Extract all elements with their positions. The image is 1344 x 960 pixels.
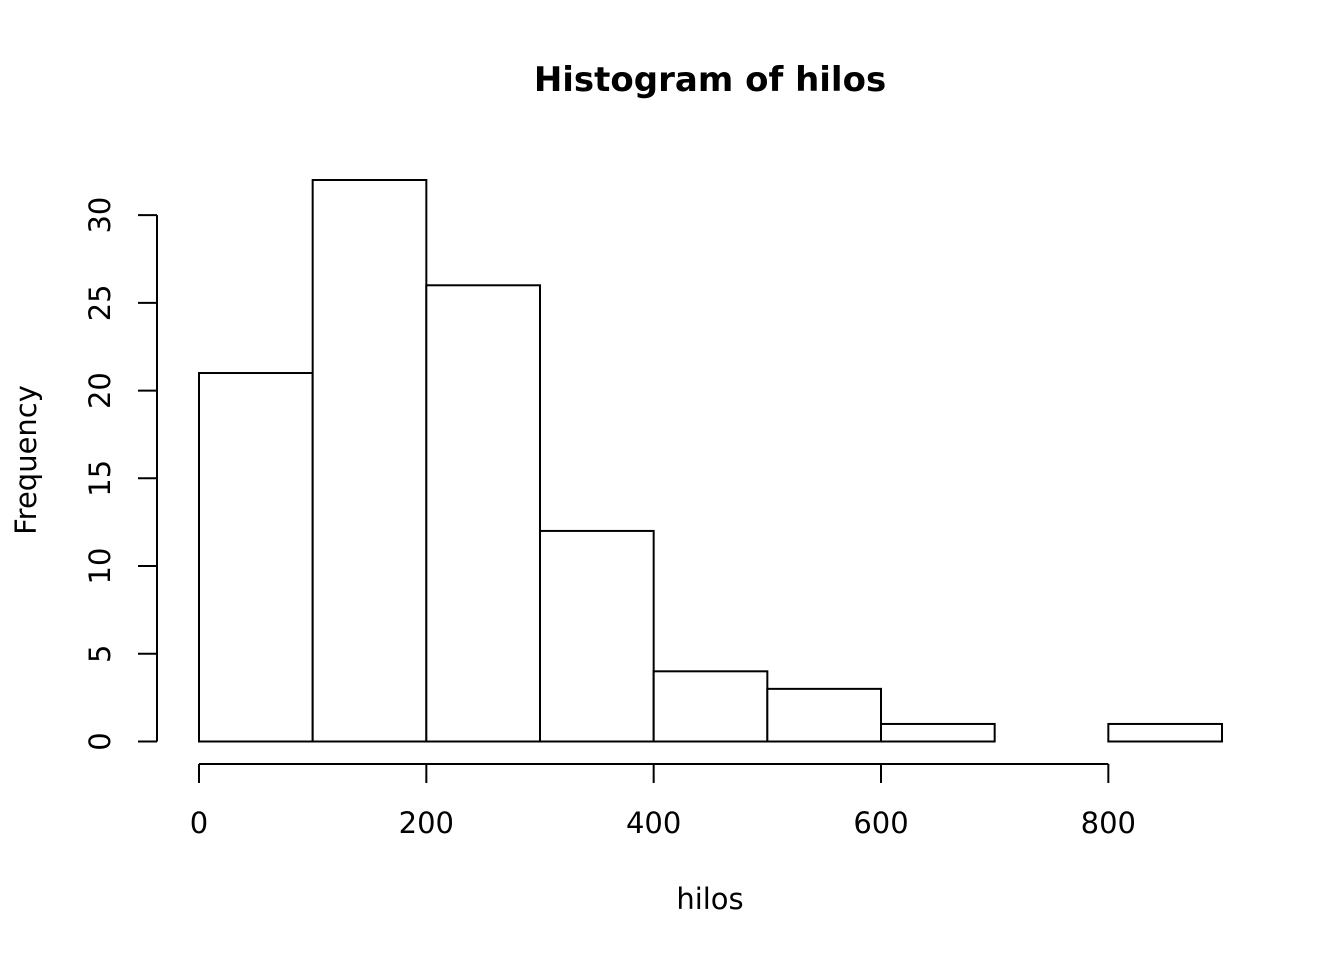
x-tick-label: 400	[626, 806, 681, 840]
x-tick-label: 800	[1081, 806, 1136, 840]
y-tick-label: 0	[83, 732, 117, 750]
histogram-bar-1	[311, 179, 428, 743]
x-axis-label: hilos	[676, 882, 743, 916]
histogram-bar-6	[880, 722, 996, 743]
histogram-bar-2	[425, 284, 542, 743]
y-tick-label: 20	[83, 372, 117, 409]
y-tick-label: 25	[83, 284, 117, 321]
bars-group	[198, 179, 1224, 743]
x-tick-label: 600	[853, 806, 908, 840]
y-tick-label: 15	[83, 460, 117, 497]
histogram-bar-8	[1107, 722, 1224, 743]
x-tick-label: 0	[190, 806, 208, 840]
x-tick-label: 200	[399, 806, 454, 840]
y-tick-label: 5	[83, 645, 117, 663]
x-axis: 0 200 400 600 800	[190, 763, 1136, 840]
y-tick-label: 10	[83, 548, 117, 585]
histogram-bar-3	[539, 529, 655, 743]
histogram-bar-0	[198, 372, 314, 743]
histogram-bar-4	[652, 670, 769, 743]
y-tick-label: 30	[83, 197, 117, 234]
chart-title: Histogram of hilos	[534, 60, 886, 100]
y-axis: 0 5 10 15 20 25 30	[83, 197, 158, 751]
y-axis-label: Frequency	[9, 385, 43, 535]
histogram-bar-5	[766, 687, 882, 743]
